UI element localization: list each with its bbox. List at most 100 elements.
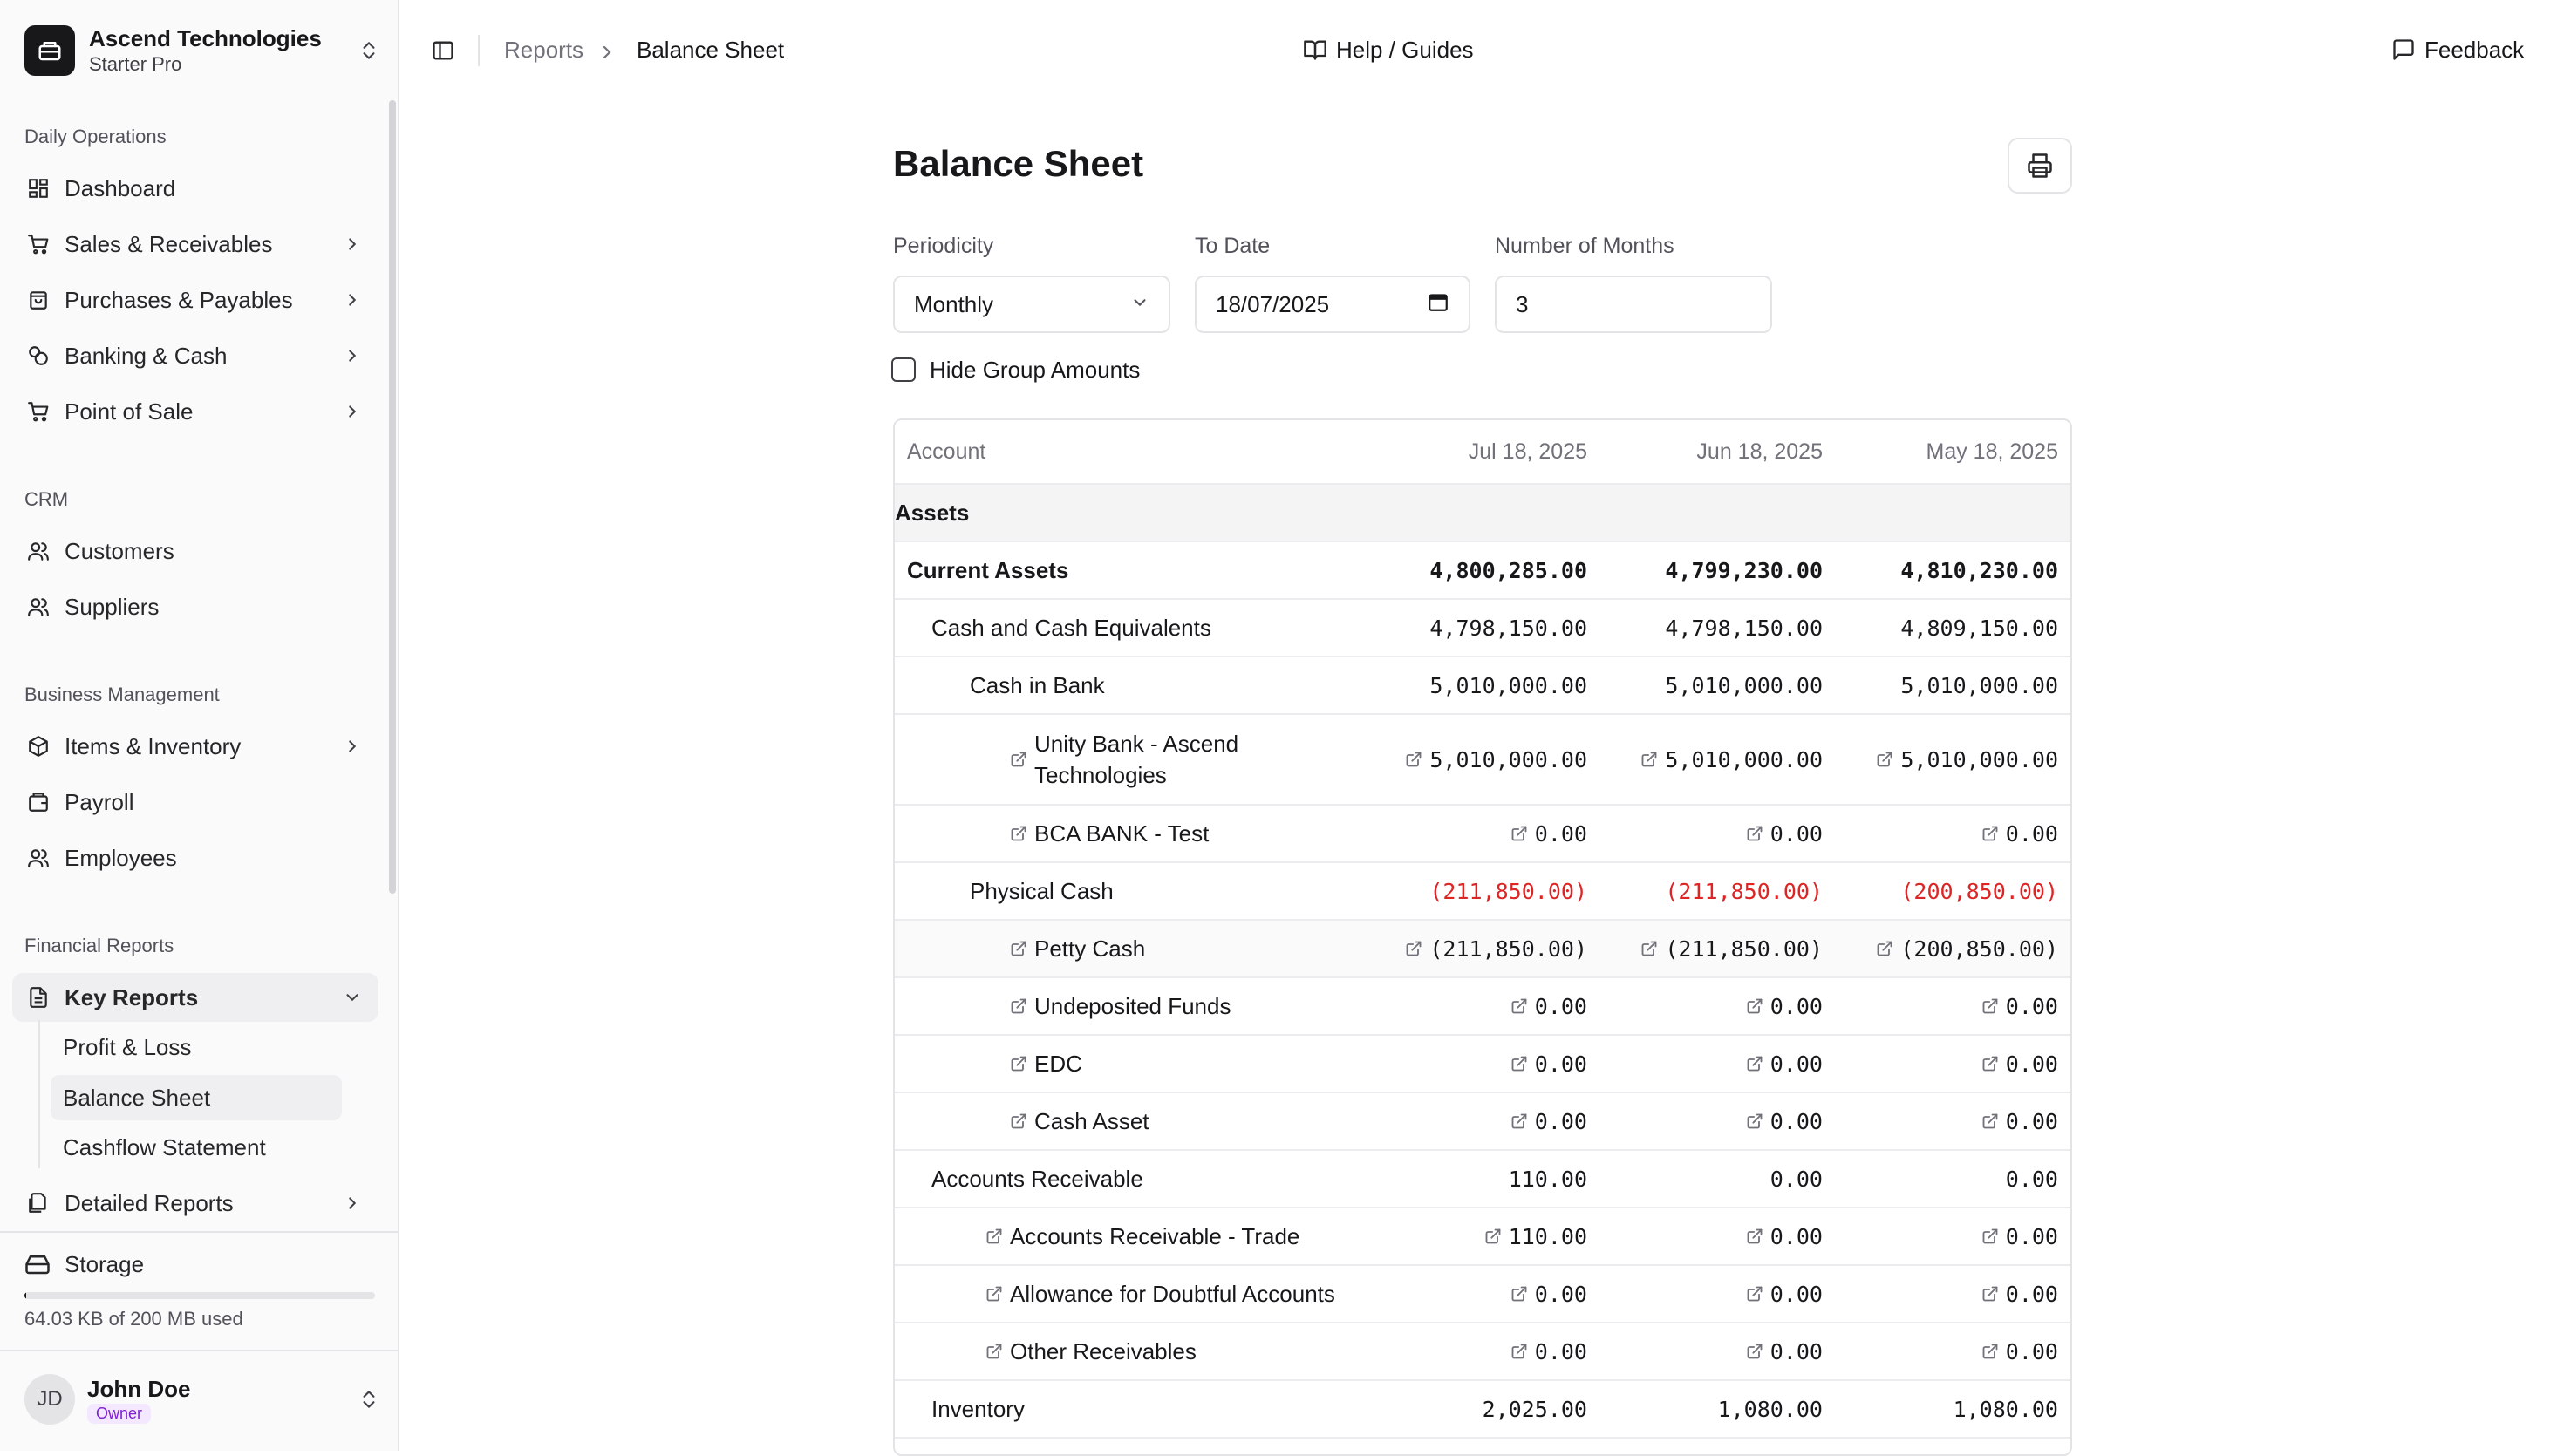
amount-cell[interactable]: 0.00 [1981, 806, 2058, 861]
external-link-icon[interactable] [1640, 940, 1658, 957]
amount-cell[interactable]: 0.00 [1746, 806, 1823, 861]
sidebar-item-point-of-sale[interactable]: Point of Sale [12, 387, 378, 436]
sidebar-subitem-cashflow-statement[interactable]: Cashflow Statement [63, 1133, 266, 1160]
table-row[interactable]: Undeposited Funds 0.00 0.00 0.00 [895, 978, 2070, 1036]
amount-cell[interactable]: 0.00 [1746, 1036, 1823, 1092]
table-row[interactable]: Cash Asset 0.00 0.00 0.00 [895, 1093, 2070, 1151]
table-row[interactable]: Petty Cash (211,850.00) (211,850.00) (200,8… [895, 921, 2070, 978]
table-row[interactable]: BCA BANK - Test 0.00 0.00 0.00 [895, 806, 2070, 863]
external-link-icon[interactable] [1746, 1285, 1763, 1303]
sidebar-item-key-reports[interactable]: Key Reports [12, 973, 378, 1022]
external-link-icon[interactable] [1405, 940, 1422, 957]
external-link-icon[interactable] [1746, 1343, 1763, 1360]
sidebar-toggle-icon[interactable] [427, 35, 459, 66]
external-link-icon[interactable] [1746, 1055, 1763, 1072]
amount-cell[interactable]: 0.00 [1981, 978, 2058, 1034]
amount-cell[interactable]: 0.00 [1510, 978, 1587, 1034]
amount-cell[interactable]: (211,850.00) [1405, 921, 1587, 976]
print-button[interactable] [2008, 138, 2072, 194]
account-cell[interactable]: Petty Cash [1010, 921, 1145, 976]
amount-cell[interactable]: 0.00 [1510, 1036, 1587, 1092]
amount-cell[interactable]: 0.00 [1510, 806, 1587, 861]
external-link-icon[interactable] [1981, 1055, 1999, 1072]
external-link-icon[interactable] [1010, 940, 1027, 957]
external-link-icon[interactable] [1981, 997, 1999, 1015]
calendar-icon[interactable] [1427, 290, 1449, 319]
amount-cell[interactable]: 0.00 [1746, 1323, 1823, 1379]
table-row[interactable]: Accounts Receivable - Trade 110.00 0.00 0.0… [895, 1208, 2070, 1266]
amount-cell[interactable]: 0.00 [1981, 1093, 2058, 1149]
amount-cell[interactable]: 0.00 [1981, 1208, 2058, 1264]
external-link-icon[interactable] [1981, 1343, 1999, 1360]
external-link-icon[interactable] [1981, 825, 1999, 842]
account-cell[interactable]: Allowance for Doubtful Accounts [985, 1266, 1335, 1322]
hide-group-amounts-checkbox[interactable] [891, 357, 916, 382]
amount-cell[interactable]: 0.00 [1981, 1323, 2058, 1379]
sidebar-item-dashboard[interactable]: Dashboard [12, 164, 378, 213]
amount-cell[interactable]: 0.00 [1746, 978, 1823, 1034]
account-cell[interactable]: Unity Bank - Ascend Technologies [1010, 715, 1238, 804]
amount-cell[interactable]: 110.00 [1484, 1208, 1587, 1264]
external-link-icon[interactable] [1010, 825, 1027, 842]
external-link-icon[interactable] [1876, 751, 1893, 768]
hide-group-amounts-toggle[interactable]: Hide Group Amounts [891, 354, 1140, 385]
table-row[interactable]: Allowance for Doubtful Accounts 0.00 0.00 0… [895, 1266, 2070, 1323]
sidebar-subitem-balance-sheet[interactable]: Balance Sheet [51, 1075, 342, 1120]
sidebar-item-payroll[interactable]: Payroll [12, 778, 378, 827]
table-row[interactable]: Other Receivables 0.00 0.00 0.00 [895, 1323, 2070, 1381]
account-cell[interactable]: Undeposited Funds [1010, 978, 1231, 1034]
account-cell[interactable]: Other Receivables [985, 1323, 1197, 1379]
external-link-icon[interactable] [985, 1228, 1003, 1245]
external-link-icon[interactable] [1876, 940, 1893, 957]
amount-cell[interactable]: 5,010,000.00 [1405, 715, 1587, 804]
user-menu[interactable]: JD John Doe Owner [24, 1372, 382, 1426]
external-link-icon[interactable] [1746, 1228, 1763, 1245]
external-link-icon[interactable] [1510, 1343, 1528, 1360]
sidebar-item-detailed-reports[interactable]: Detailed Reports [12, 1179, 378, 1228]
sidebar-subitem-profit-loss[interactable]: Profit & Loss [63, 1033, 192, 1060]
external-link-icon[interactable] [985, 1343, 1003, 1360]
external-link-icon[interactable] [1981, 1112, 1999, 1130]
external-link-icon[interactable] [1746, 997, 1763, 1015]
chevrons-up-down-icon[interactable] [356, 33, 382, 68]
to-date-field[interactable]: 18/07/2025 [1195, 276, 1470, 333]
external-link-icon[interactable] [1510, 825, 1528, 842]
amount-cell[interactable]: 0.00 [1510, 1266, 1587, 1322]
account-cell[interactable]: Cash Asset [1010, 1093, 1149, 1149]
amount-cell[interactable]: (211,850.00) [1640, 921, 1823, 976]
amount-cell[interactable]: (200,850.00) [1876, 921, 2058, 976]
external-link-icon[interactable] [1484, 1228, 1502, 1245]
external-link-icon[interactable] [1746, 825, 1763, 842]
external-link-icon[interactable] [1405, 751, 1422, 768]
external-link-icon[interactable] [1746, 1112, 1763, 1130]
amount-cell[interactable]: 0.00 [1981, 1036, 2058, 1092]
external-link-icon[interactable] [1640, 751, 1658, 768]
org-switcher[interactable]: Ascend Technologies Starter Pro [24, 24, 382, 77]
amount-cell[interactable]: 5,010,000.00 [1640, 715, 1823, 804]
account-cell[interactable]: BCA BANK - Test [1010, 806, 1209, 861]
periodicity-select[interactable]: Monthly [893, 276, 1170, 333]
number-of-months-input[interactable]: 3 [1495, 276, 1772, 333]
help-guides-link[interactable]: Help / Guides [1303, 33, 1474, 66]
external-link-icon[interactable] [1010, 751, 1027, 768]
sidebar-scrollbar[interactable] [389, 100, 396, 894]
external-link-icon[interactable] [985, 1285, 1003, 1303]
sidebar-item-banking-cash[interactable]: Banking & Cash [12, 331, 378, 380]
external-link-icon[interactable] [1010, 997, 1027, 1015]
storage-item[interactable]: Storage [24, 1231, 373, 1297]
sidebar-item-items-inventory[interactable]: Items & Inventory [12, 722, 378, 771]
sidebar-item-sales-receivables[interactable]: Sales & Receivables [12, 220, 378, 269]
amount-cell[interactable]: 0.00 [1510, 1093, 1587, 1149]
amount-cell[interactable]: 0.00 [1746, 1208, 1823, 1264]
sidebar-item-suppliers[interactable]: Suppliers [12, 582, 378, 631]
amount-cell[interactable]: 5,010,000.00 [1876, 715, 2058, 804]
sidebar-item-customers[interactable]: Customers [12, 527, 378, 575]
amount-cell[interactable]: 0.00 [1746, 1093, 1823, 1149]
account-cell[interactable]: EDC [1010, 1036, 1082, 1092]
sidebar-item-purchases-payables[interactable]: Purchases & Payables [12, 276, 378, 324]
external-link-icon[interactable] [1510, 1112, 1528, 1130]
amount-cell[interactable]: 0.00 [1510, 1323, 1587, 1379]
external-link-icon[interactable] [1510, 997, 1528, 1015]
account-cell[interactable]: Accounts Receivable - Trade [985, 1208, 1299, 1264]
chevrons-up-down-icon[interactable] [356, 1382, 382, 1417]
